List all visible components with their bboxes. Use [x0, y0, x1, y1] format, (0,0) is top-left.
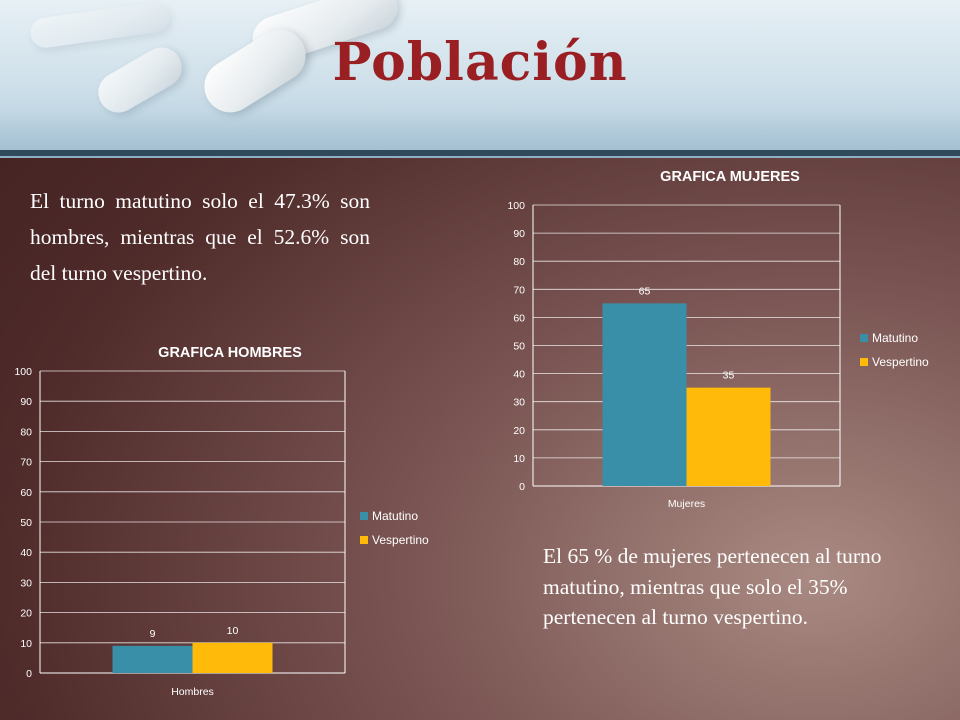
legend-swatch-matutino — [860, 334, 868, 342]
chart-svg: GRAFICA HOMBRES 0 10 20 30 40 50 60 70 80 90 100 9 10… — [14, 345, 429, 698]
y-tick-label: 100 — [14, 366, 32, 378]
header-divider — [0, 150, 960, 156]
y-tick-label: 60 — [513, 312, 525, 324]
legend-label: Matutino — [872, 331, 918, 345]
mujeres-description: El 65 % de mujeres pertenecen al turno m… — [543, 544, 882, 629]
y-tick-label: 10 — [20, 638, 32, 650]
y-tick-label: 50 — [20, 517, 32, 529]
legend-label: Vespertino — [872, 355, 929, 369]
legend-label: Matutino — [372, 509, 418, 523]
y-tick-label: 10 — [513, 453, 525, 465]
bar-matutino — [602, 303, 687, 486]
y-tick-label: 70 — [513, 284, 525, 296]
data-label: 65 — [639, 285, 651, 297]
data-label: 35 — [723, 370, 735, 382]
y-tick-label: 80 — [513, 256, 525, 268]
hombres-description: El turno matutino solo el 47.3% son homb… — [30, 189, 370, 285]
bar-matutino — [112, 645, 193, 673]
y-tick-label: 0 — [26, 668, 32, 680]
x-tick-label: Mujeres — [668, 498, 705, 510]
y-tick-label: 100 — [507, 200, 525, 212]
y-tick-label: 30 — [20, 577, 32, 589]
y-tick-label: 0 — [519, 481, 525, 493]
legend-swatch-vespertino — [860, 358, 868, 366]
chart-hombres: GRAFICA HOMBRES 0 10 20 30 40 50 60 70 80 90 100 9 10… — [0, 330, 470, 710]
header-divider-accent — [0, 156, 960, 158]
y-tick-label: 40 — [20, 547, 32, 559]
chart-title: GRAFICA MUJERES — [660, 169, 800, 185]
bar-vespertino — [686, 387, 771, 486]
y-tick-label: 20 — [513, 425, 525, 437]
y-tick-label: 70 — [20, 457, 32, 469]
x-tick-label: Hombres — [171, 686, 214, 698]
chart-svg: GRAFICA MUJERES 0 10 20 30 40 50 60 70 80 90 100 65 3… — [507, 169, 929, 510]
legend-swatch-matutino — [360, 512, 368, 520]
chart-mujeres: GRAFICA MUJERES 0 10 20 30 40 50 60 70 80 90 100 65 3… — [490, 160, 960, 520]
y-tick-label: 80 — [20, 426, 32, 438]
legend-swatch-vespertino — [360, 536, 368, 544]
bar-vespertino — [192, 642, 273, 673]
slide-title: Población — [332, 32, 628, 93]
y-tick-label: 90 — [20, 396, 32, 408]
chart-title: GRAFICA HOMBRES — [158, 345, 302, 361]
data-label: 10 — [227, 625, 239, 637]
y-tick-label: 30 — [513, 397, 525, 409]
y-tick-label: 90 — [513, 228, 525, 240]
y-tick-label: 50 — [513, 341, 525, 353]
header-banner — [0, 0, 960, 150]
y-tick-label: 40 — [513, 369, 525, 381]
y-tick-label: 60 — [20, 487, 32, 499]
legend-label: Vespertino — [372, 533, 429, 547]
data-label: 9 — [150, 628, 156, 640]
y-tick-label: 20 — [20, 608, 32, 620]
